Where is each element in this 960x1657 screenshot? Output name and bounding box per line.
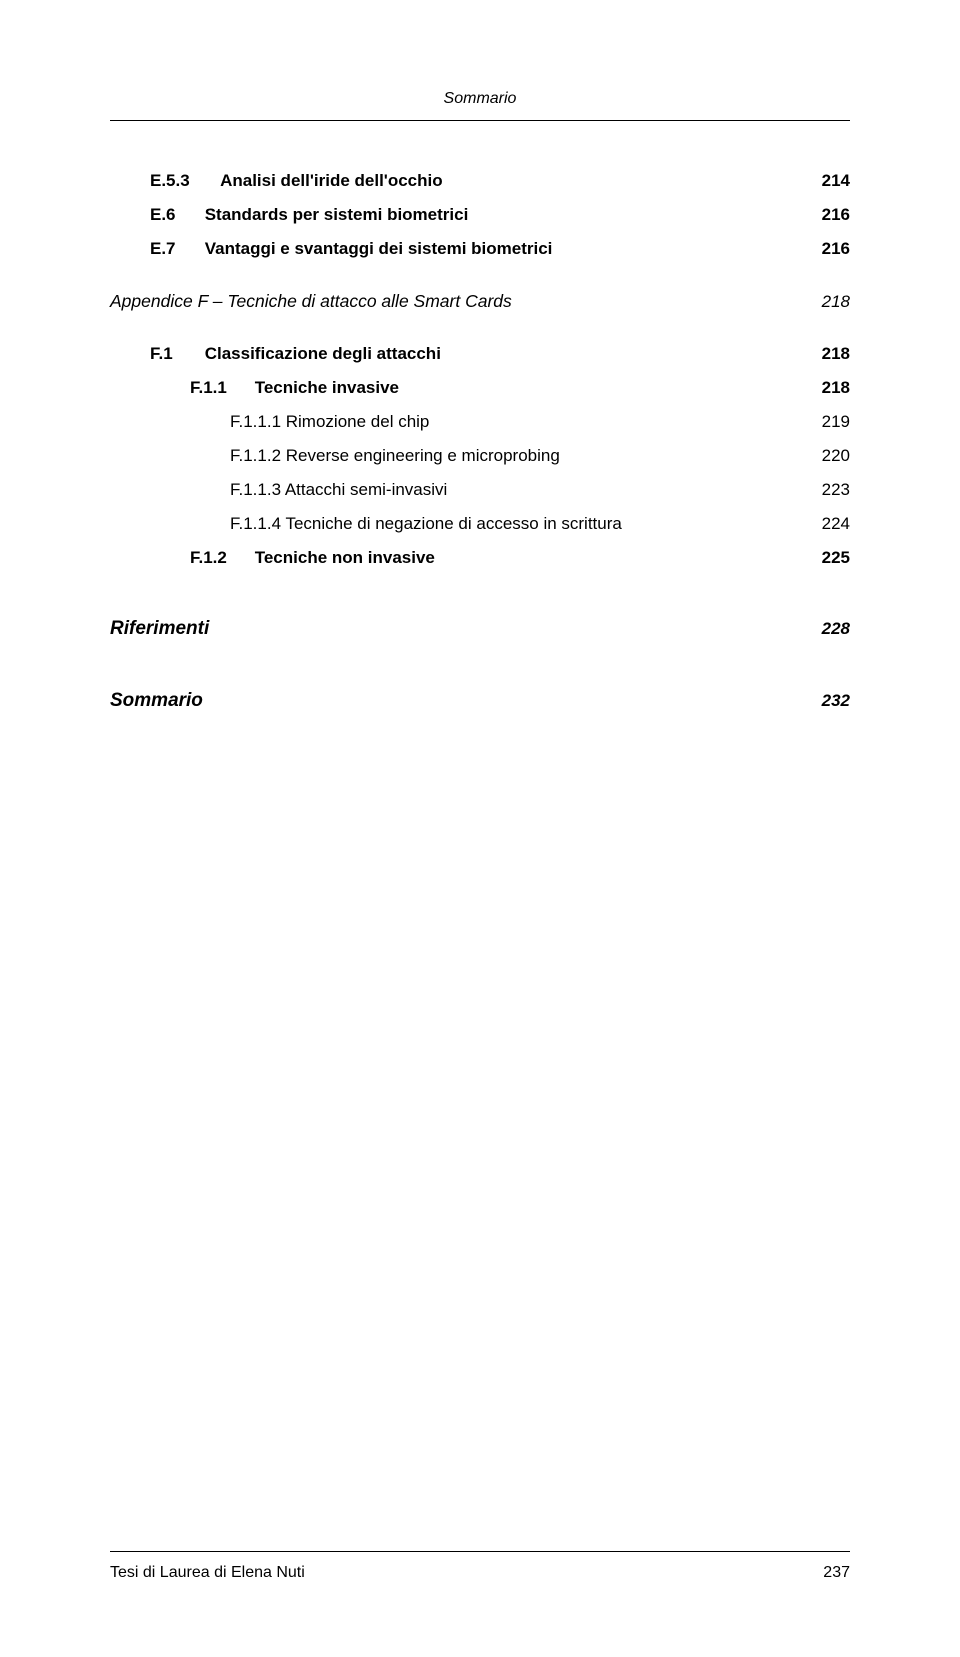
toc-entry-title: F.1.1.1 Rimozione del chip [230, 412, 790, 432]
toc-entry-title: E.7 Vantaggi e svantaggi dei sistemi bio… [150, 239, 790, 259]
toc-entry-title: F.1.1.3 Attacchi semi-invasivi [230, 480, 790, 500]
footer-left-text: Tesi di Laurea di Elena Nuti [110, 1564, 305, 1582]
toc-entry-page: 216 [790, 239, 850, 259]
spacer [110, 582, 850, 618]
toc-entry-title: F.1 Classificazione degli attacchi [150, 344, 790, 364]
toc-entry: F.1.1.4 Tecniche di negazione di accesso… [110, 514, 850, 534]
toc-entry-number: E.7 [150, 239, 200, 259]
toc-entry: F.1.2 Tecniche non invasive225 [110, 548, 850, 568]
toc-entry-page: 225 [790, 548, 850, 568]
toc-entry-title: Riferimenti [110, 618, 790, 640]
toc-entry: F.1 Classificazione degli attacchi218 [110, 344, 850, 364]
toc-entry-number: E.5.3 [150, 171, 216, 191]
spacer [110, 326, 850, 344]
toc-entry: E.7 Vantaggi e svantaggi dei sistemi bio… [110, 239, 850, 259]
toc-entry: Sommario232 [110, 690, 850, 712]
toc-entry: F.1.1.3 Attacchi semi-invasivi223 [110, 480, 850, 500]
toc-entry: Riferimenti228 [110, 618, 850, 640]
toc-entry: F.1.1.2 Reverse engineering e microprobi… [110, 446, 850, 466]
toc-entry: Appendice F – Tecniche di attacco alle S… [110, 291, 850, 312]
toc-entry-number: F.1.2 [190, 548, 250, 568]
toc-entry-title: E.6 Standards per sistemi biometrici [150, 205, 790, 225]
toc-entry-title: Sommario [110, 690, 790, 712]
toc-entry-page: 220 [790, 446, 850, 466]
spacer [110, 273, 850, 291]
toc-entry-page: 232 [790, 691, 850, 711]
toc-entry-page: 214 [790, 171, 850, 191]
toc-entry-title: E.5.3 Analisi dell'iride dell'occhio [150, 171, 790, 191]
toc-entry-title: Appendice F – Tecniche di attacco alle S… [110, 291, 790, 312]
toc-entry: E.5.3 Analisi dell'iride dell'occhio214 [110, 171, 850, 191]
toc-entry-page: 228 [790, 619, 850, 639]
toc-entry-title: F.1.2 Tecniche non invasive [190, 548, 790, 568]
toc-entry-page: 219 [790, 412, 850, 432]
toc-entry: F.1.1 Tecniche invasive218 [110, 378, 850, 398]
toc-entry-title: F.1.1.4 Tecniche di negazione di accesso… [230, 514, 790, 534]
toc-entry-title: F.1.1.2 Reverse engineering e microprobi… [230, 446, 790, 466]
page-footer: Tesi di Laurea di Elena Nuti 237 [110, 1551, 850, 1582]
toc-entry-number: F.1 [150, 344, 200, 364]
toc-entry-page: 216 [790, 205, 850, 225]
spacer [110, 654, 850, 690]
toc-entry-title: F.1.1 Tecniche invasive [190, 378, 790, 398]
footer-page-number: 237 [823, 1564, 850, 1582]
page-header: Sommario [110, 90, 850, 121]
toc-entry-page: 223 [790, 480, 850, 500]
toc-entry-number: E.6 [150, 205, 200, 225]
toc-entry-page: 224 [790, 514, 850, 534]
toc-entry: E.6 Standards per sistemi biometrici216 [110, 205, 850, 225]
table-of-contents: E.5.3 Analisi dell'iride dell'occhio214E… [110, 171, 850, 712]
toc-entry: F.1.1.1 Rimozione del chip219 [110, 412, 850, 432]
toc-entry-page: 218 [790, 344, 850, 364]
toc-entry-number: F.1.1 [190, 378, 250, 398]
toc-entry-page: 218 [790, 378, 850, 398]
toc-entry-page: 218 [790, 292, 850, 312]
